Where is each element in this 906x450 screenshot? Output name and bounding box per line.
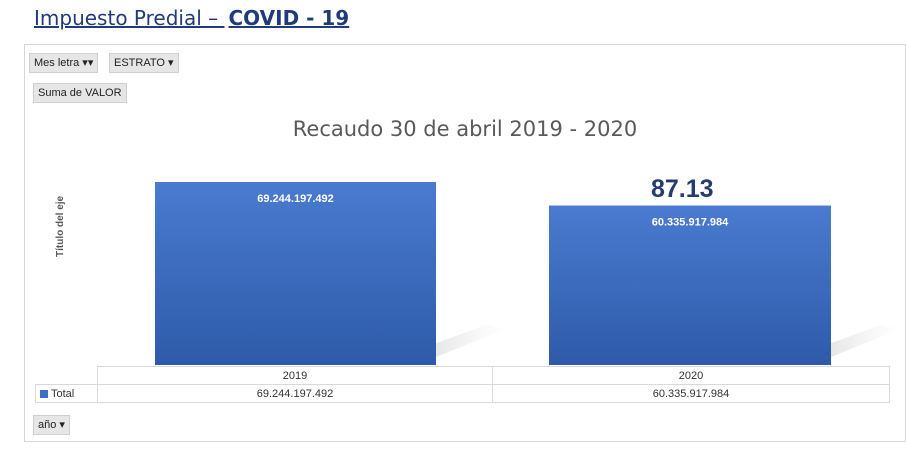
table-value-2019: 69.244.197.492: [97, 384, 493, 403]
mes-letra-filter-button[interactable]: Mes letra ▾▾: [29, 53, 99, 73]
data-label-2019: 69.244.197.492: [257, 193, 333, 205]
estrato-label: ESTRATO ▾: [114, 57, 174, 69]
category-label-2020: 2020: [492, 366, 890, 385]
mes-letra-label: Mes letra ▾▾: [34, 57, 94, 69]
legend-label: Total: [51, 387, 75, 400]
anio-label: año ▾: [38, 419, 65, 431]
suma-valor-field-button[interactable]: Suma de VALOR: [33, 83, 127, 103]
data-label-2020: 60.335.917.984: [652, 217, 729, 229]
page-title-covid: COVID - 19: [228, 6, 350, 30]
chart-plot: 69.244.197.492 60.335.917.984: [155, 182, 901, 365]
page-title-main: Impuesto Predial –: [34, 6, 225, 30]
bar-2019[interactable]: [155, 182, 436, 365]
legend-total: Total: [35, 384, 98, 403]
suma-valor-label: Suma de VALOR: [38, 87, 122, 99]
category-label-2019: 2019: [97, 366, 493, 385]
page-title: Impuesto Predial – COVID - 19: [34, 6, 349, 30]
anio-filter-button[interactable]: año ▾: [33, 415, 70, 435]
pivot-chart: Mes letra ▾▾ ESTRATO ▾ Suma de VALOR Rec…: [24, 44, 906, 442]
bar-2020[interactable]: [549, 205, 831, 365]
annotation-label: 87.13: [651, 175, 714, 203]
estrato-filter-button[interactable]: ESTRATO ▾: [109, 53, 179, 73]
chart-title: Recaudo 30 de abril 2019 - 2020: [292, 117, 638, 141]
legend-swatch: [40, 389, 48, 398]
table-value-2020: 60.335.917.984: [492, 384, 890, 403]
data-table: 2019 2020 Total 69.244.197.492 60.335.91…: [35, 366, 890, 403]
